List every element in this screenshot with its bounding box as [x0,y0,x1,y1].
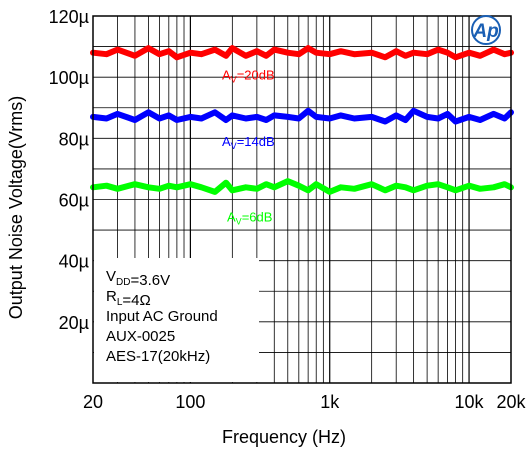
series-label: AV=6dB [227,209,272,226]
x-tick-labels: 20 100 1k 10k 20k [83,392,526,412]
x-tick-label: 10k [455,392,485,412]
conditions-text: VDD=3.6V RL=4Ω Input AC Ground AUX-0025 AES-… [106,268,218,365]
y-tick-label: 80µ [59,129,89,149]
ap-logo-icon: Ap [471,15,501,45]
series-line [90,45,514,61]
conditions-box [94,258,259,382]
y-tick-label: 120µ [49,7,89,27]
x-tick-label: 20k [496,392,526,412]
x-tick-label: 100 [175,392,205,412]
y-tick-label: 100µ [49,68,89,88]
y-tick-label: 60µ [59,191,89,211]
y-axis-label: Output Noise Voltage(Vrms) [6,96,26,319]
x-tick-label: 1k [320,392,340,412]
series-label: AV=14dB [222,134,275,151]
x-axis-label: Frequency (Hz) [222,427,346,447]
series-labels: AV=20dB AV=14dB AV=6dB [222,68,275,227]
series-line [90,178,514,195]
y-tick-label: 40µ [59,252,89,272]
x-tick-label: 20 [83,392,103,412]
y-tick-label: 20µ [59,313,89,333]
logo-text: Ap [472,21,498,42]
data-series [90,45,514,195]
plot-frame [92,15,512,384]
series-line [90,107,514,125]
y-tick-labels: 20µ 40µ 60µ 80µ 100µ 120µ [49,7,89,333]
series-label: AV=20dB [222,68,275,85]
grid-lines [92,16,512,383]
